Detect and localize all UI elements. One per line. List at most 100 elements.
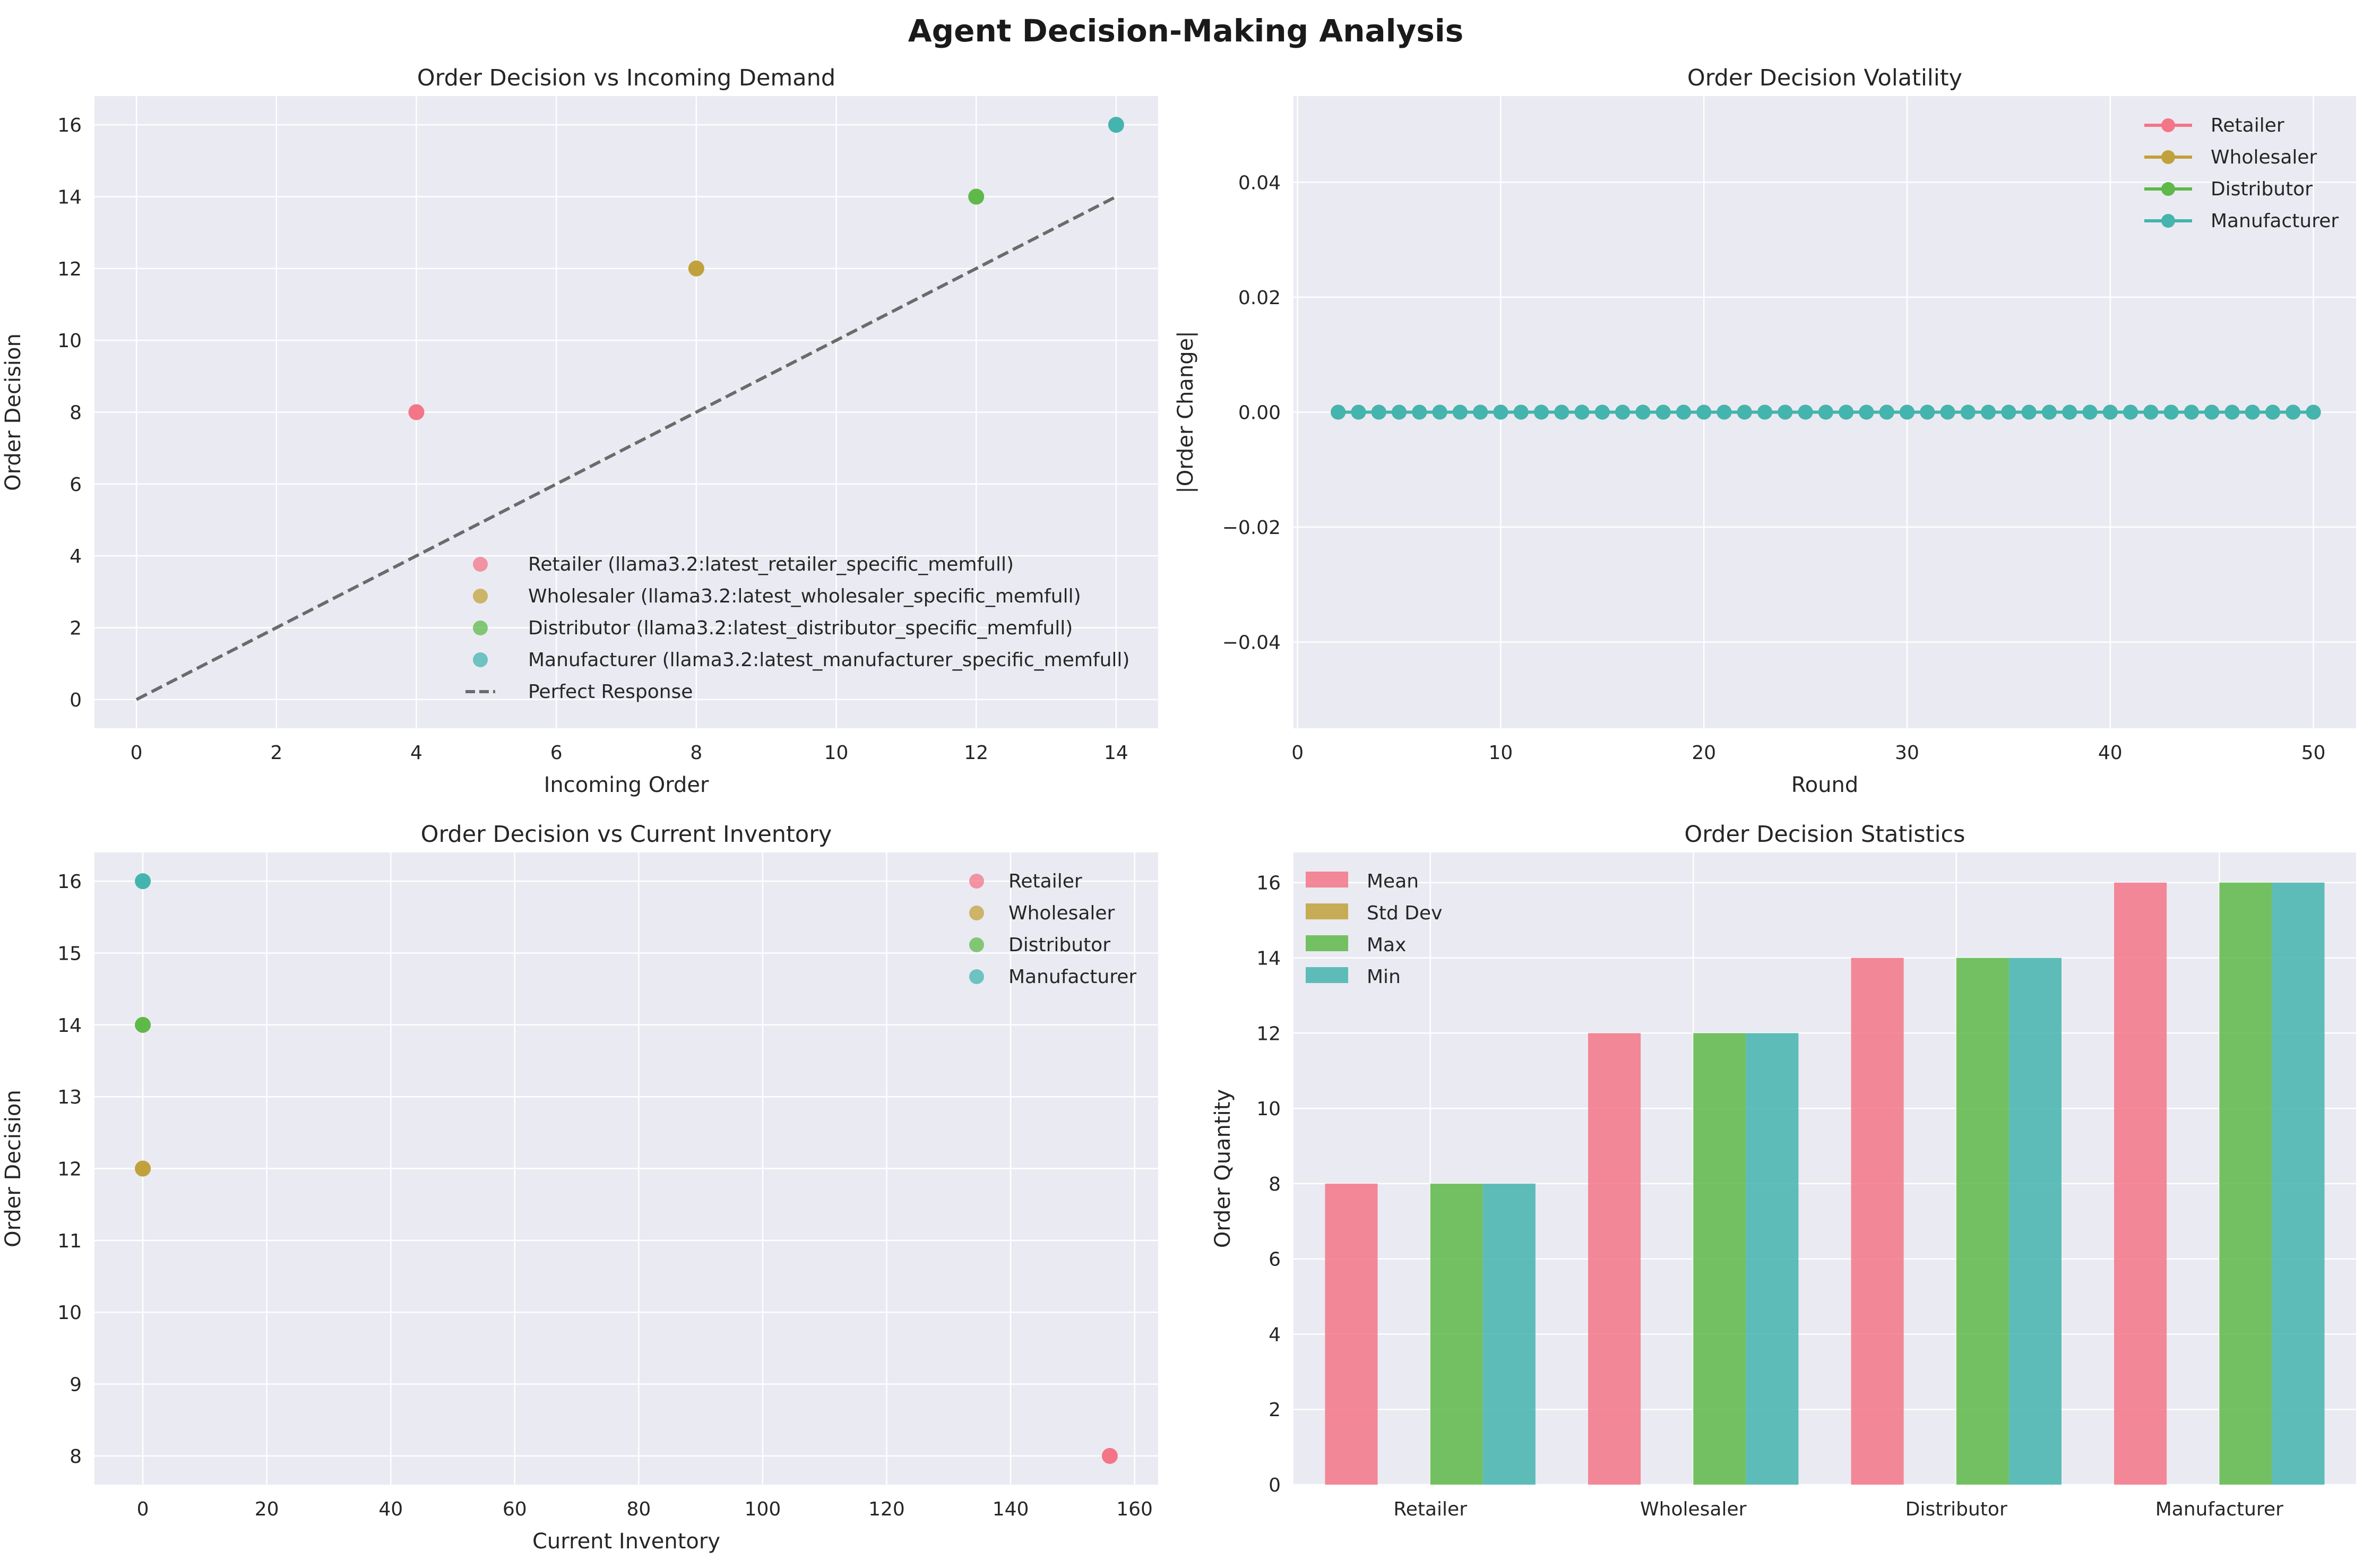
y-tick-label: 0.02 [1238,287,1281,309]
x-tick-label: 0 [131,742,143,764]
legend-marker [1306,872,1348,888]
legend-marker [2161,150,2175,164]
line-point [2245,404,2260,420]
legend-marker [1306,935,1348,951]
scatter-point [1108,117,1124,133]
x-tick-label: 4 [410,742,422,764]
line-point [2062,404,2077,420]
line-point [1940,404,1955,420]
bar [1325,1183,1378,1485]
scatter-point [968,188,985,205]
legend-entry: Wholesaler (llama3.2:latest_wholesaler_s… [528,585,1081,607]
y-tick-label: 10 [1256,1098,1281,1120]
y-tick-label: 14 [1256,948,1281,970]
line-point [1473,404,1488,420]
y-tick-label: 15 [57,943,82,964]
x-axis-label: Current Inventory [532,1529,720,1554]
legend-entry: Std Dev [1367,902,1442,924]
y-tick-label: 2 [70,618,82,640]
panel-title: Order Decision Statistics [1684,821,1965,848]
panel-volatility-line: 0 10 20 30 40 50 −0.04 −0.02 0.00 0.02 0.04 Order D… [1174,65,2356,797]
legend-entry: Mean [1367,871,1419,892]
line-point [1635,404,1651,420]
line-point [1493,404,1508,420]
y-axis-label: Order Decision [1,1090,25,1247]
line-point [1432,404,1447,420]
line-point [2224,404,2240,420]
legend-entry: Manufacturer [2211,210,2339,232]
x-tick-label: 40 [378,1498,403,1520]
line-point [1513,404,1529,420]
legend-entry: Retailer [1008,871,1082,892]
bar [1956,958,2009,1485]
scatter-point [135,1160,151,1177]
y-tick-label: 13 [57,1087,82,1108]
x-tick-label: 12 [964,742,988,764]
line-point [1696,404,1712,420]
legend-marker [1306,903,1348,919]
legend-entry: Wholesaler [1008,902,1115,924]
y-tick-label: 10 [57,1302,82,1324]
line-point [1981,404,1996,420]
x-tick-label: 2 [270,742,282,764]
bar [2008,958,2062,1485]
bar [1851,958,1904,1485]
y-axis-label: Order Decision [1,333,25,491]
x-tick-label: 160 [1116,1498,1153,1520]
y-tick-label: 16 [1256,873,1281,894]
x-axis-label: Incoming Order [544,773,709,797]
line-point [1676,404,1691,420]
scatter-point [688,260,704,277]
y-tick-label: 6 [1269,1249,1281,1271]
line-point [2082,404,2098,420]
bar [1588,1033,1641,1485]
legend-entry: Manufacturer (llama3.2:latest_manufactur… [528,649,1129,671]
scatter-point [408,404,425,420]
x-tick-label: 0 [137,1498,149,1520]
y-tick-label: 0 [70,690,82,711]
y-tick-label: 12 [1256,1023,1281,1045]
category-label: Retailer [1393,1498,1467,1520]
line-point [1859,404,1874,420]
x-tick-label: 100 [745,1498,781,1520]
line-point [1392,404,1407,420]
line-point [2265,404,2281,420]
line-point [2001,404,2016,420]
line-point [1757,404,1773,420]
line-point [2184,404,2199,420]
y-tick-label: 4 [1269,1324,1281,1346]
line-point [1615,404,1631,420]
y-tick-label: 0 [1269,1475,1281,1496]
line-point [1594,404,1610,420]
line-point [1839,404,1854,420]
line-point [2123,404,2138,420]
bar [2114,882,2167,1485]
line-point [2285,404,2301,420]
line-point [1331,404,1346,420]
legend-marker [2161,118,2175,132]
y-tick-label: 12 [57,1159,82,1181]
x-tick-label: 20 [1692,742,1716,764]
line-point [1717,404,1732,420]
scatter-point [135,873,151,890]
legend-entry: Manufacturer [1008,966,1136,988]
x-tick-label: 8 [690,742,702,764]
legend-marker [969,937,984,952]
category-label: Distributor [1905,1498,2007,1520]
legend-marker [2161,214,2175,228]
y-tick-label: 0.04 [1238,172,1281,194]
line-point [1798,404,1813,420]
line-point [1778,404,1793,420]
y-tick-label: 8 [1269,1174,1281,1195]
bar [2272,882,2325,1485]
legend-entry: Distributor (llama3.2:latest_distributor… [528,617,1073,639]
y-tick-label: 12 [57,259,82,280]
x-tick-label: 30 [1895,742,1919,764]
legend-entry: Distributor [2211,178,2313,200]
line-point [1920,404,1935,420]
legend-marker [969,906,984,920]
y-tick-label: 6 [70,474,82,496]
y-tick-label: 9 [70,1374,82,1396]
panel-demand-scatter: 0 2 4 6 8 10 12 14 0 2 4 6 8 10 12 14 16 Order Decision v… [1,65,1158,797]
